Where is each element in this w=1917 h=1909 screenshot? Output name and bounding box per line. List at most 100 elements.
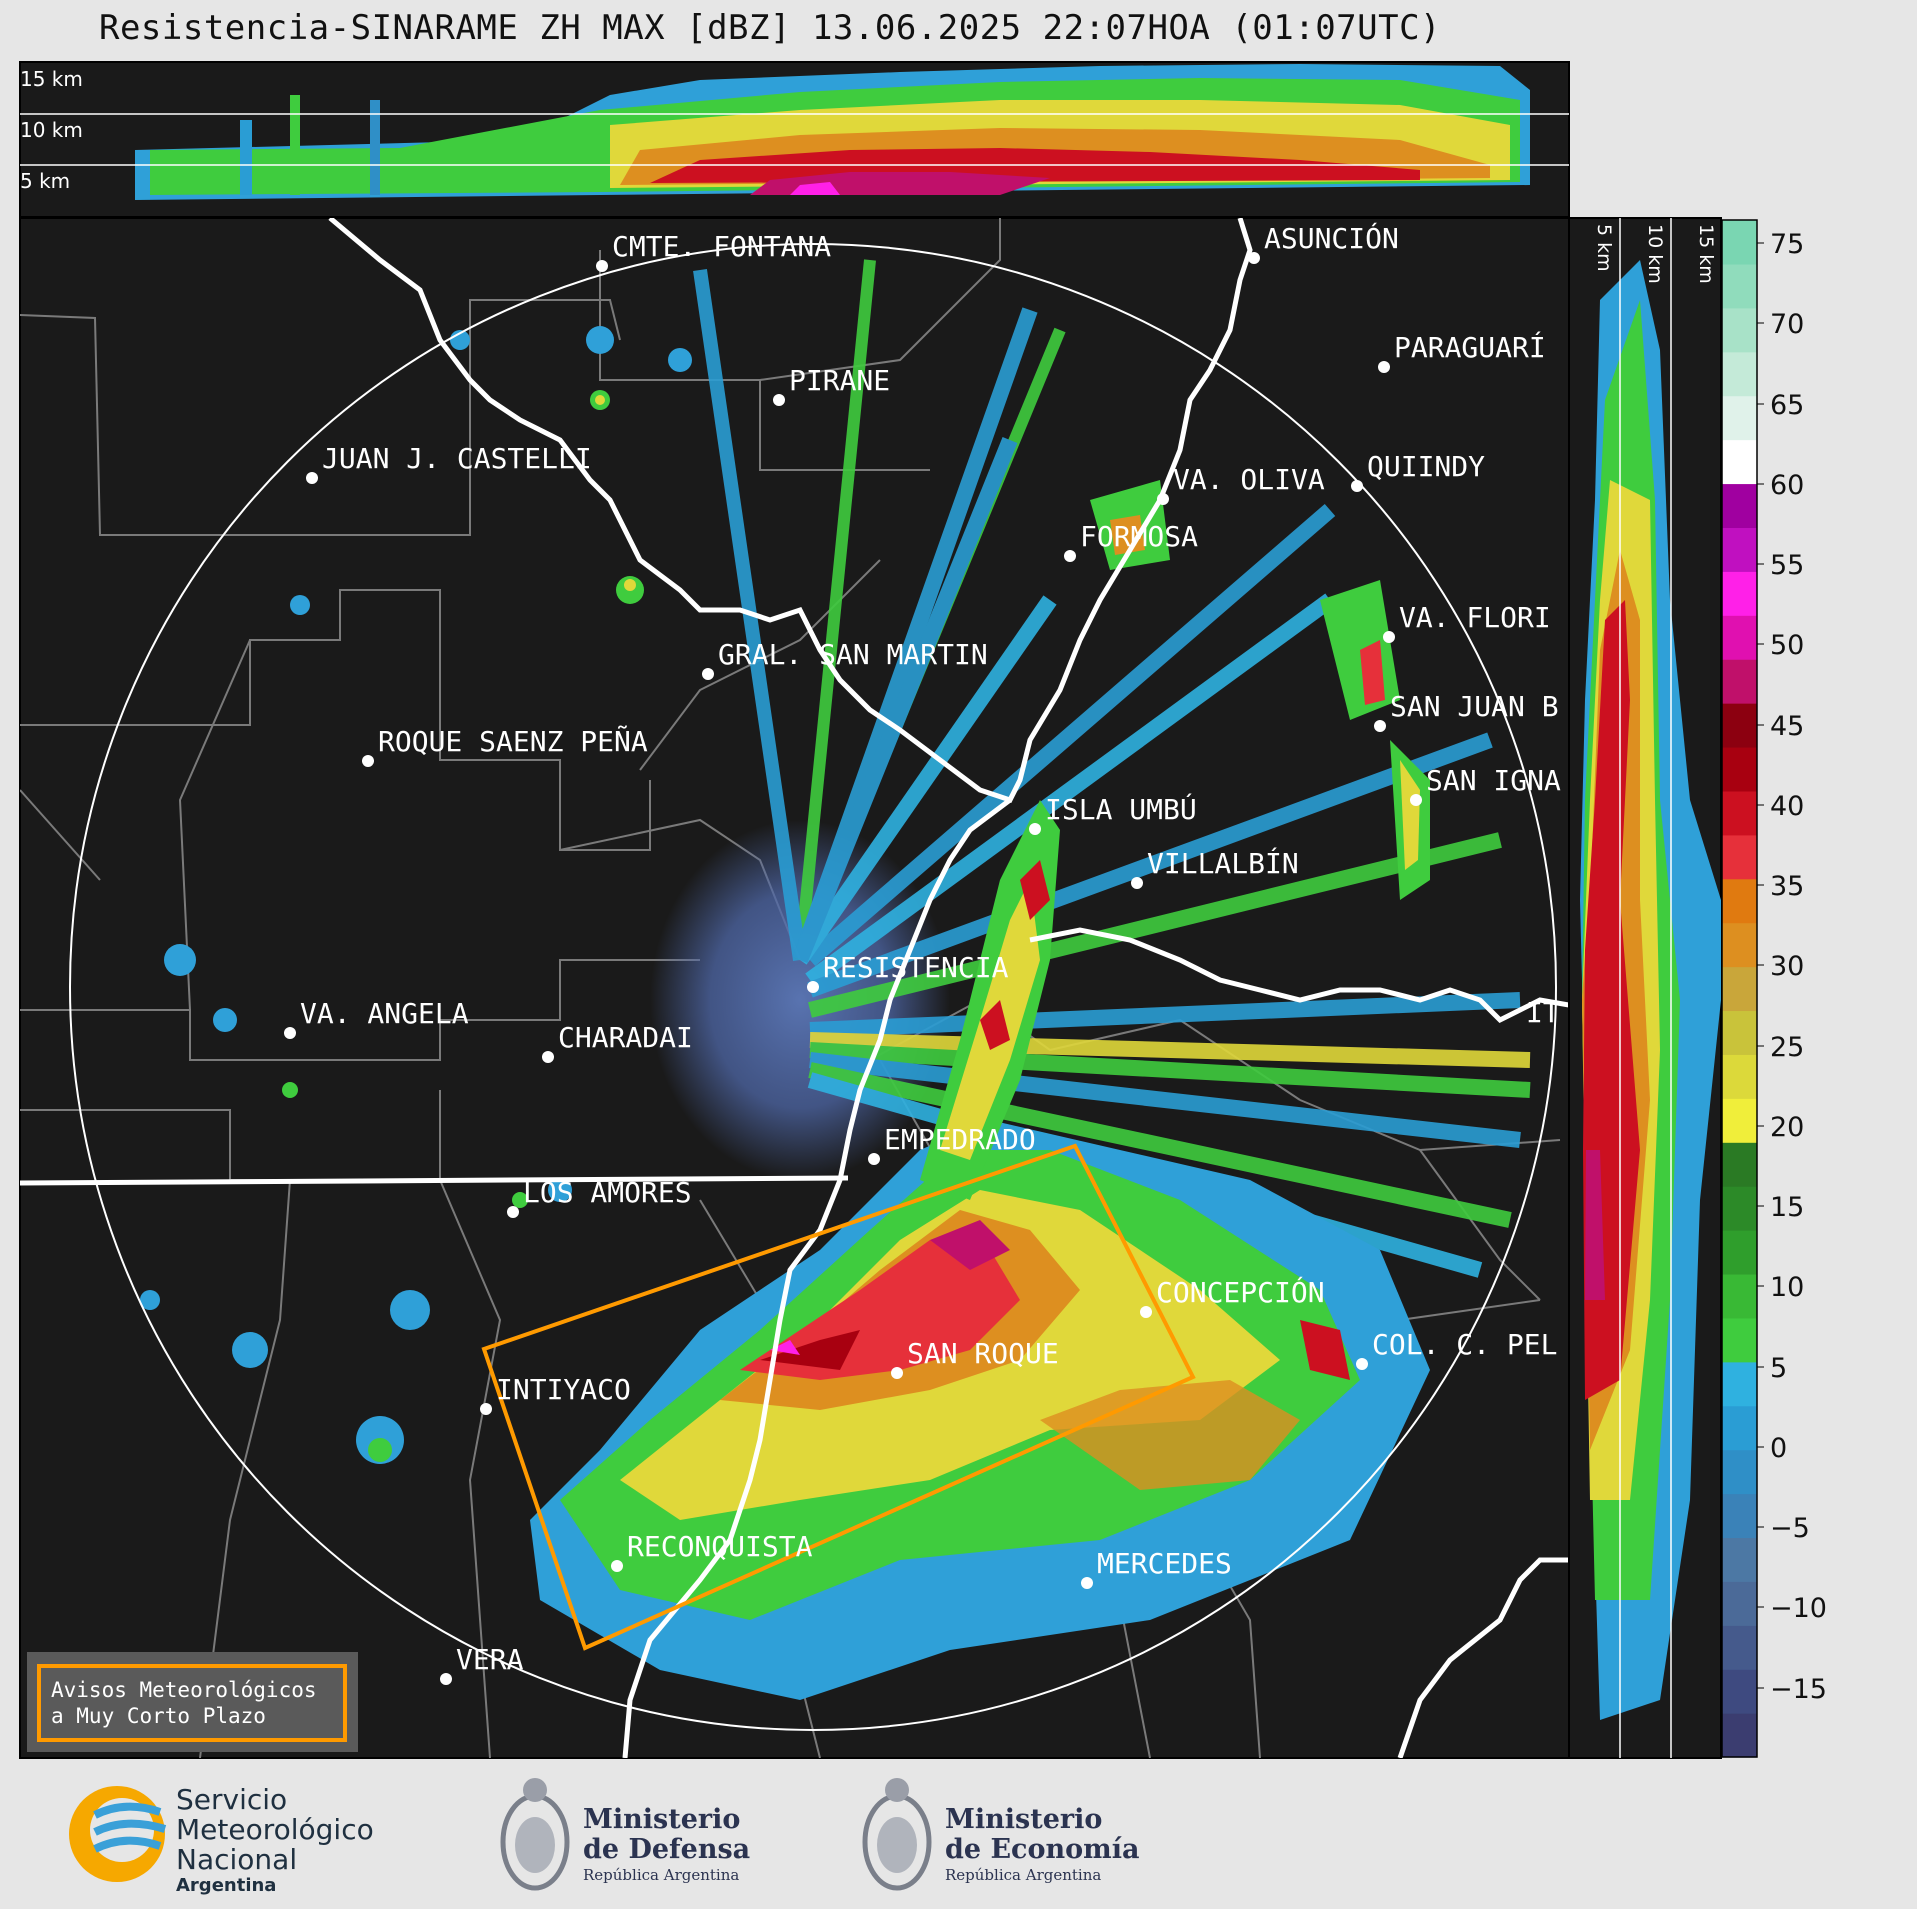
colorbar-swatch [1722, 1669, 1757, 1714]
colorbar-swatch [1722, 922, 1757, 968]
city-mercedes: MERCEDES [1097, 1547, 1232, 1580]
city-marker: ISLA UMBÚ [1029, 792, 1197, 835]
side-height-15km: 15 km [1695, 224, 1717, 284]
city-charadai: CHARADAI [558, 1021, 693, 1054]
defensa-seal-icon [500, 1778, 570, 1891]
city-san-igna: SAN IGNA [1426, 764, 1561, 797]
colorbar-tick: 70 [1770, 309, 1804, 340]
city-marker: COL. C. PEL [1356, 1328, 1557, 1370]
colorbar-swatch [1722, 571, 1757, 616]
city-marker: ASUNCIÓN [1248, 221, 1399, 264]
colorbar-tick: 20 [1770, 1112, 1804, 1143]
economia-line2: de Economía [945, 1834, 1140, 1865]
colorbar-swatch [1722, 878, 1757, 924]
colorbar-swatch [1722, 1625, 1757, 1670]
colorbar-swatch [1722, 1010, 1757, 1055]
city-marker: VA. ANGELA [284, 997, 469, 1039]
city-marker: MERCEDES [1081, 1547, 1232, 1589]
city-marker: EMPEDRADO [868, 1123, 1036, 1165]
colorbar-swatch [1722, 659, 1757, 704]
city-san-juan-b: SAN JUAN B [1390, 690, 1559, 723]
smn-line3: Nacional [176, 1843, 298, 1876]
colorbar-swatch [1722, 1054, 1757, 1099]
city-marker: RECONQUISTA [611, 1530, 813, 1572]
city-villalbin: VILLALBÍN [1147, 846, 1299, 880]
city-va-oliva: VA. OLIVA [1173, 463, 1325, 496]
colorbar-swatches [1722, 220, 1757, 1758]
colorbar-tick: 40 [1770, 791, 1804, 822]
smn-line1: Servicio [176, 1783, 288, 1816]
top-height-10km: 10 km [20, 118, 83, 142]
city-marker: ROQUE SAENZ PEÑA [362, 724, 648, 767]
defensa-line1: Ministerio [583, 1804, 741, 1835]
city-reconquista: RECONQUISTA [627, 1530, 813, 1563]
colorbar-swatch [1722, 1537, 1757, 1582]
colorbar-tick: 75 [1770, 229, 1804, 260]
colorbar-tick: −5 [1770, 1513, 1810, 1544]
smn-line2: Meteorológico [176, 1813, 374, 1846]
city-va-angela: VA. ANGELA [300, 997, 469, 1030]
colorbar-swatch [1722, 1713, 1757, 1758]
colorbar-swatch [1722, 1317, 1757, 1363]
city-resistencia: RESISTENCIA [823, 951, 1009, 984]
side-height-5km: 5 km [1593, 224, 1615, 272]
city-marker: PIRANE [773, 364, 890, 406]
colorbar-swatch [1722, 1142, 1757, 1187]
city-marker: CONCEPCIÓN [1140, 1275, 1325, 1318]
colorbar-swatch [1722, 527, 1757, 572]
side-height-10km: 10 km [1644, 224, 1666, 284]
city-concepcion: CONCEPCIÓN [1156, 1275, 1325, 1309]
city-cmte-fontana: CMTE. FONTANA [612, 230, 831, 263]
city-roque-saenz-pena: ROQUE SAENZ PEÑA [378, 724, 648, 758]
colorbar-swatch [1722, 703, 1757, 748]
colorbar-tick: 10 [1770, 1272, 1804, 1303]
colorbar-tick: 55 [1770, 550, 1804, 581]
colorbar-tick: 50 [1770, 630, 1804, 661]
city-pirane: PIRANE [789, 364, 890, 397]
colorbar-swatch [1722, 966, 1757, 1012]
province-borders [20, 218, 1569, 1758]
smn-logo-text: Servicio Meteorológico Nacional Argentin… [176, 1785, 374, 1897]
city-va-flori: VA. FLORI [1399, 601, 1551, 634]
colorbar-tick: 65 [1770, 390, 1804, 421]
city-marker: CMTE. FONTANA [596, 230, 831, 272]
city-marker: PARAGUARÍ [1378, 330, 1546, 373]
colorbar-swatch [1722, 834, 1757, 880]
colorbar-swatch [1722, 1098, 1757, 1143]
city-col-c-pel: COL. C. PEL [1372, 1328, 1557, 1361]
city-isla-umbu: ISLA UMBÚ [1045, 792, 1197, 826]
economia-line3: República Argentina [945, 1866, 1102, 1884]
colorbar-swatch [1722, 263, 1757, 309]
colorbar-tick: 25 [1770, 1032, 1804, 1063]
colorbar-swatch [1722, 1230, 1757, 1275]
city-marker: RESISTENCIA [807, 951, 1009, 993]
city-marker: SAN ROQUE [891, 1337, 1059, 1379]
city-labels: CMTE. FONTANA ASUNCIÓN PARAGUARÍ PIRANE … [284, 221, 1561, 1685]
economia-line1: Ministerio [945, 1804, 1103, 1835]
colorbar-tick: 30 [1770, 951, 1804, 982]
city-marker: QUIINDY [1351, 450, 1485, 492]
smn-logo-icon [69, 1786, 167, 1882]
city-paraguari: PARAGUARÍ [1394, 330, 1546, 364]
city-asuncion: ASUNCIÓN [1264, 221, 1399, 255]
colorbar-swatch [1722, 1186, 1757, 1231]
city-marker: LOS AMORES [507, 1176, 692, 1218]
colorbar-swatch [1722, 1405, 1757, 1451]
colorbar-tick: 45 [1770, 711, 1804, 742]
economia-logo-text: Ministerio de Economía República Argenti… [945, 1805, 1139, 1885]
side-height-panel: 5 km 10 km 15 km [1568, 217, 1722, 1759]
colorbar-tick-labels: 75 70 65 60 55 50 45 40 35 30 25 20 15 1… [1757, 229, 1827, 1705]
colorbar-swatch [1722, 395, 1757, 441]
colorbar-swatch [1722, 1361, 1757, 1407]
defensa-line3: República Argentina [583, 1866, 740, 1884]
city-marker: FORMOSA [1064, 520, 1198, 562]
city-vera: VERA [456, 1643, 524, 1676]
city-marker: CHARADAI [542, 1021, 693, 1063]
city-marker: JUAN J. CASTELLI [306, 442, 592, 484]
colorbar-tick: 15 [1770, 1192, 1804, 1223]
city-marker: SAN IGNA [1410, 764, 1561, 806]
colorbar: 75 70 65 60 55 50 45 40 35 30 25 20 15 1… [1721, 219, 1827, 1758]
city-marker: VA. OLIVA [1157, 463, 1325, 505]
city-marker: INTIYACO [480, 1373, 631, 1415]
